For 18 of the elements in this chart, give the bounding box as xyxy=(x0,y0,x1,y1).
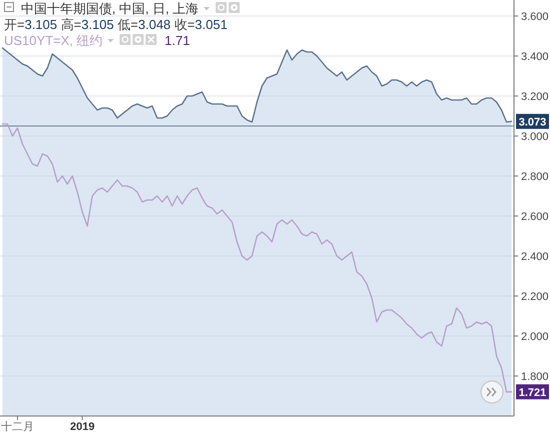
legend: 中国十年期国债, 中国, 日, 上海 开=3.105 高=3.105 低=3.048 收=3.051 US10YT=X, 纽约 1.71 xyxy=(4,1,240,48)
annotation: 开=3.105 高=3.105 低=3.048 收=3.051 xyxy=(4,17,228,32)
y-tick-label: 2.600 xyxy=(521,211,549,223)
y-tick-label: 3.600 xyxy=(521,11,549,23)
annotation: 1.71 xyxy=(164,33,190,48)
data-label: 3.073 xyxy=(518,116,546,128)
y-tick-label: 1.800 xyxy=(521,371,549,383)
y-tick-label: 2.000 xyxy=(521,331,549,343)
y-tick-label: 3.000 xyxy=(521,131,549,143)
line-series xyxy=(2,123,512,393)
y-tick-label: 3.200 xyxy=(521,91,549,103)
y-tick-label: 2.200 xyxy=(521,291,549,303)
y-tick-label: 2.400 xyxy=(521,251,549,263)
x-tick-label: 2019 xyxy=(70,421,95,433)
y-tick-label: 2.800 xyxy=(521,171,549,183)
y-tick-label: 3.400 xyxy=(521,51,549,63)
data-label: 1.721 xyxy=(518,386,546,399)
x-tick-label: 十二月 xyxy=(0,420,34,433)
